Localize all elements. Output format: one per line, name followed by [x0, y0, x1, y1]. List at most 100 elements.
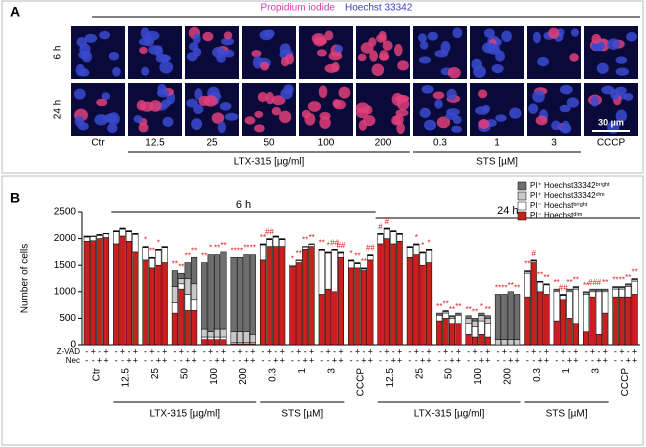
- cell: [189, 42, 199, 51]
- treatment-sign: +: [502, 346, 507, 356]
- bar-segment: [171, 302, 178, 314]
- bar-segment: [471, 326, 479, 338]
- cell: [96, 98, 108, 107]
- bar-segment: [214, 339, 221, 346]
- significance: ##: [336, 241, 345, 250]
- treatment-sign: +: [326, 346, 331, 356]
- significance: **: [625, 273, 631, 282]
- cell: [211, 112, 225, 124]
- bar-segment: [83, 235, 90, 237]
- treatment-sign: -: [350, 346, 353, 356]
- cell: [379, 50, 389, 61]
- bar-segment: [125, 231, 133, 242]
- bar-segment: [155, 248, 162, 251]
- x-tick-label: 50: [444, 368, 455, 380]
- treatment-sign: +: [515, 355, 520, 365]
- cell: [446, 88, 457, 101]
- bar-segment: [119, 235, 126, 346]
- treatment-sign: +: [426, 346, 431, 356]
- bar-segment: [631, 280, 638, 295]
- treatment-sign: +: [632, 346, 637, 356]
- significance: **: [465, 305, 471, 314]
- cell: [84, 33, 98, 43]
- treatment-sign: -: [614, 346, 617, 356]
- bar-segment: [259, 259, 267, 346]
- significance: **: [514, 284, 520, 293]
- treatment-sign: +: [573, 346, 578, 356]
- significance: **: [583, 281, 589, 290]
- treatment-sign: -: [327, 355, 330, 365]
- significance: **: [237, 246, 243, 255]
- bar-segment: [272, 235, 279, 237]
- cell: [607, 38, 621, 50]
- column-label: Ctr: [91, 138, 105, 149]
- bar-segment: [295, 262, 302, 346]
- cell: [139, 46, 148, 55]
- cell: [186, 51, 198, 62]
- bar-segment: [618, 296, 625, 346]
- cell: [434, 99, 443, 109]
- bar-segment: [90, 240, 97, 346]
- cell: [112, 66, 121, 77]
- cell: [423, 119, 437, 131]
- bar-segment: [96, 234, 103, 236]
- bar-segment: [178, 272, 185, 279]
- bar-segment: [377, 233, 384, 235]
- significance: **: [172, 260, 178, 269]
- x-tick-label: 3: [591, 368, 602, 374]
- bar-segment: [530, 259, 537, 261]
- treatment-sign: -: [173, 355, 176, 365]
- cell: [75, 63, 86, 77]
- bar-segment: [625, 296, 632, 346]
- cell: [257, 91, 268, 103]
- treatment-sign: -: [85, 355, 88, 365]
- bar-segment: [553, 320, 560, 346]
- cell: [107, 112, 120, 126]
- treatment-sign: -: [620, 355, 623, 365]
- cell: [394, 43, 403, 57]
- bar-segment: [367, 259, 374, 346]
- bar-segment: [272, 246, 279, 346]
- treatment-sign: +: [456, 346, 461, 356]
- bar-segment: [572, 288, 579, 324]
- significance: **: [354, 252, 360, 261]
- significance: *: [350, 249, 353, 258]
- bar-segment: [348, 259, 355, 261]
- bar-segment: [113, 231, 120, 245]
- bar-segment: [266, 246, 273, 346]
- cell: [254, 110, 264, 118]
- cell: [487, 43, 500, 52]
- bar-segment: [494, 294, 502, 340]
- bar-segment: [436, 315, 443, 322]
- legend-swatch: [517, 191, 527, 201]
- legend-label: PI⁻ Hoechstᵈⁱᵐ: [530, 211, 583, 220]
- bar-segment: [494, 339, 502, 346]
- treatment-sign: -: [509, 346, 512, 356]
- y-axis-label: Number of cells: [20, 244, 31, 313]
- bar-segment: [524, 272, 531, 298]
- cell: [417, 33, 427, 43]
- treatment-sign: +: [596, 355, 601, 365]
- cell: [615, 67, 630, 76]
- treatment-sign: +: [250, 355, 255, 365]
- bar-segment: [102, 233, 110, 238]
- panel-a-label: A: [10, 4, 20, 20]
- bar-segment: [442, 310, 449, 312]
- cell: [559, 104, 571, 113]
- cell: [475, 106, 489, 115]
- significance: **: [302, 236, 308, 245]
- bar-segment: [566, 291, 573, 319]
- bar-segment: [171, 286, 178, 303]
- treatment-sign: +: [479, 355, 484, 365]
- significance: **: [632, 268, 638, 277]
- significance: ##: [330, 238, 339, 247]
- cell: [419, 107, 431, 118]
- column-label: 0.3: [433, 138, 447, 149]
- stain-label: Hoechst 33342: [345, 3, 413, 14]
- bar-segment: [214, 254, 221, 330]
- treatment-sign: -: [408, 346, 411, 356]
- cell: [397, 60, 409, 71]
- bar-segment: [583, 331, 590, 346]
- cell: [364, 105, 373, 115]
- treatment-sign: +: [221, 355, 226, 365]
